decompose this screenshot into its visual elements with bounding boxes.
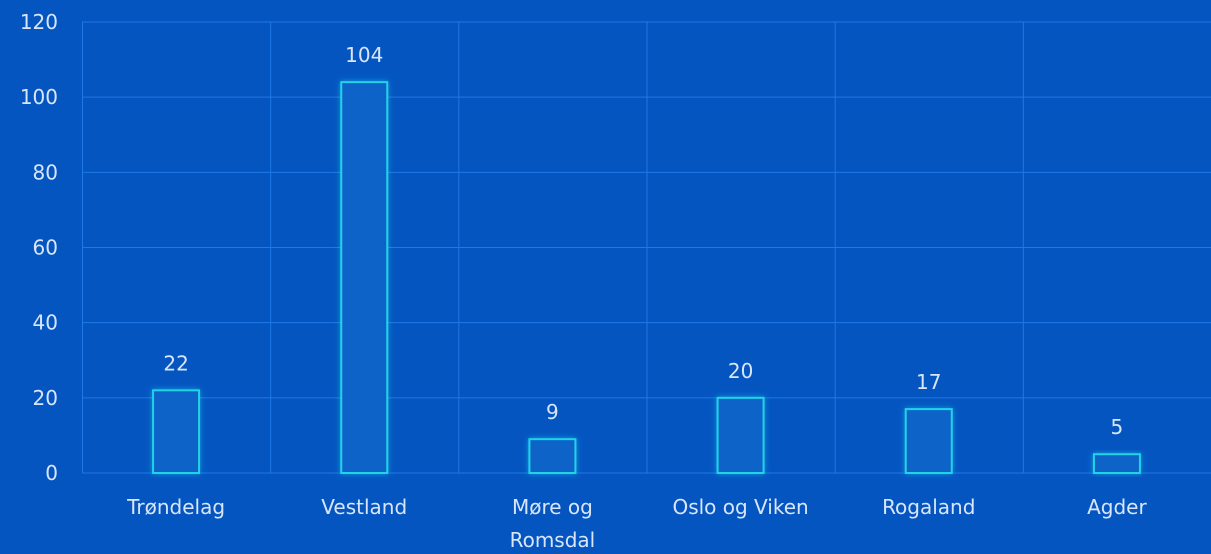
y-tick-label: 40 <box>33 311 58 335</box>
bar <box>528 438 577 474</box>
bar-value-label: 20 <box>728 359 753 383</box>
bars <box>152 81 1141 475</box>
x-category-label: Trøndelag <box>126 495 225 519</box>
y-axis-ticks: 0 20 40 60 80 100 120 <box>20 10 58 485</box>
bar <box>340 81 389 474</box>
x-category-label: Møre og <box>512 495 593 519</box>
bar-value-label: 22 <box>163 351 188 375</box>
y-tick-label: 20 <box>33 386 58 410</box>
y-tick-label: 80 <box>33 160 58 184</box>
x-category-label: Agder <box>1087 495 1147 519</box>
value-labels: 22 104 9 20 17 5 <box>163 43 1123 439</box>
bar-value-label: 5 <box>1111 415 1124 439</box>
bar <box>152 389 201 475</box>
x-category-label: Vestland <box>321 495 407 519</box>
bar-value-label: 9 <box>546 400 559 424</box>
y-tick-label: 100 <box>20 85 58 109</box>
bar <box>716 396 765 475</box>
y-tick-label: 120 <box>20 10 58 34</box>
x-category-label: Romsdal <box>510 528 596 552</box>
x-category-label: Rogaland <box>882 495 975 519</box>
y-tick-label: 0 <box>45 461 58 485</box>
y-tick-label: 60 <box>33 236 58 260</box>
x-axis-labels: Trøndelag Vestland Møre og Romsdal Oslo og V… <box>126 495 1147 552</box>
bar-value-label: 17 <box>916 370 941 394</box>
x-category-label: Oslo og Viken <box>672 495 808 519</box>
bar <box>1092 453 1141 475</box>
bar <box>904 408 953 475</box>
bar-value-label: 104 <box>345 43 383 67</box>
grid-lines <box>82 21 1211 474</box>
